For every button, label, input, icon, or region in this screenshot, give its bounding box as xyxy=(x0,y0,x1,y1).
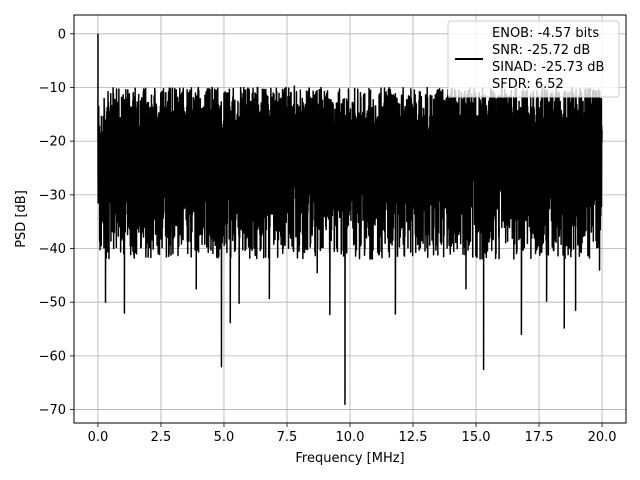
y-tick-label: −50 xyxy=(39,296,66,311)
x-tick-label: 0.0 xyxy=(88,430,109,445)
y-tick-label: −40 xyxy=(39,242,66,257)
x-tick-label: 2.5 xyxy=(151,430,172,445)
y-tick-label: −60 xyxy=(39,349,66,364)
y-tick-label: −70 xyxy=(39,403,66,418)
plot-area xyxy=(97,33,603,405)
legend-line-snr: SNR: -25.72 dB xyxy=(492,43,590,58)
psd-series-line xyxy=(97,33,603,405)
x-tick-label: 20.0 xyxy=(588,430,617,445)
y-axis-ticks: 0 −10 −20 −30 −40 −50 −60 −70 xyxy=(39,27,74,418)
y-tick-label: 0 xyxy=(58,27,66,42)
x-tick-label: 5.0 xyxy=(214,430,235,445)
x-tick-label: 15.0 xyxy=(462,430,491,445)
x-axis-ticks: 0.0 2.5 5.0 7.5 10.0 12.5 15.0 17.5 20.0 xyxy=(88,423,617,445)
legend-line-sfdr: SFDR: 6.52 xyxy=(492,77,564,92)
legend-line-sinad: SINAD: -25.73 dB xyxy=(492,60,604,75)
y-axis-label: PSD [dB] xyxy=(14,190,29,248)
x-tick-label: 12.5 xyxy=(399,430,428,445)
x-axis-label: Frequency [MHz] xyxy=(295,451,404,466)
x-tick-label: 7.5 xyxy=(277,430,298,445)
x-tick-label: 10.0 xyxy=(336,430,365,445)
legend-line-enob: ENOB: -4.57 bits xyxy=(492,26,599,41)
legend: ENOB: -4.57 bits SNR: -25.72 dB SINAD: -… xyxy=(447,20,620,98)
y-tick-label: −10 xyxy=(39,81,66,96)
y-tick-label: −30 xyxy=(39,188,66,203)
x-tick-label: 17.5 xyxy=(525,430,554,445)
legend-box xyxy=(447,20,620,98)
y-tick-label: −20 xyxy=(39,135,66,150)
